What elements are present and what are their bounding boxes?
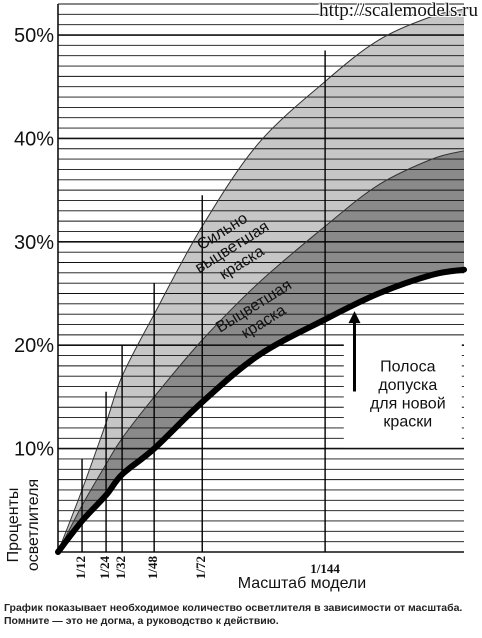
- figure-caption: График показывает необходимое количество…: [4, 602, 463, 627]
- y-axis-label: осветлителя: [25, 479, 42, 571]
- y-axis-label: Проценты: [5, 488, 22, 563]
- y-tick-label: 50%: [14, 25, 54, 47]
- band-new-paint-area: [58, 269, 464, 552]
- x-tick-label: 1/144: [310, 561, 340, 576]
- x-tick-label: 1/12: [73, 556, 88, 579]
- annotation-new-paint-line: Полоса: [380, 359, 435, 376]
- y-tick-label: 20%: [14, 335, 54, 357]
- annotation-new-paint-box: [343, 341, 462, 448]
- annotation-new-paint-line: для новой: [370, 395, 446, 412]
- x-tick-label: 1/72: [193, 556, 208, 579]
- x-tick-label: 1/24: [97, 556, 112, 580]
- curve-faded: [57, 150, 465, 553]
- x-tick-labels: 1/12 1/24 1/32 1/48 1/72 1/144: [73, 556, 340, 580]
- x-tick-label: 1/48: [145, 556, 160, 580]
- watermark-text: http://scalemodels.ru: [319, 0, 478, 21]
- scale-marker-lines: [81, 50, 326, 552]
- y-tick-label: 40%: [14, 128, 54, 150]
- x-tick-label: 1/32: [113, 556, 128, 579]
- x-axis-label: Масштаб модели: [238, 575, 366, 592]
- y-tick-labels: 10% 20% 30% 40% 50% Проценты осветлителя: [5, 25, 54, 571]
- annotation-new-paint-line: допуска: [378, 377, 437, 394]
- y-tick-label: 30%: [14, 232, 54, 254]
- annotation-new-paint-line: краски: [383, 414, 432, 431]
- y-tick-label: 10%: [14, 439, 54, 461]
- annotation-arrow-head: [348, 311, 361, 324]
